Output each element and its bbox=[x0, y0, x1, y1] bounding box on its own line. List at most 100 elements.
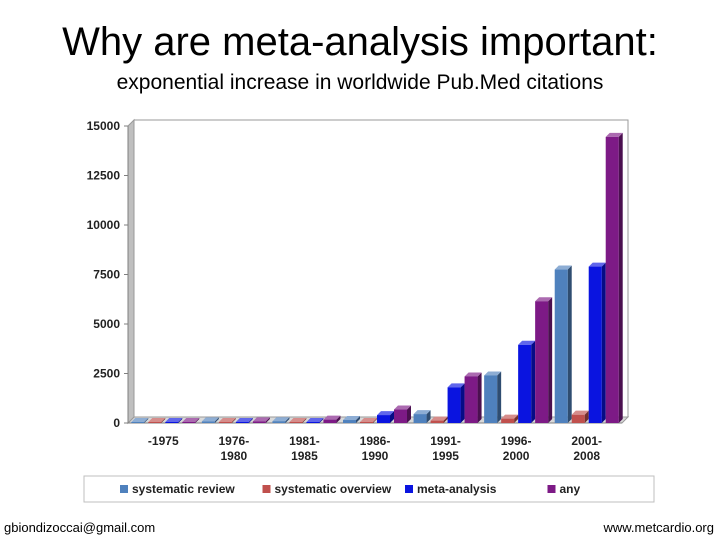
bar-side bbox=[336, 415, 341, 423]
bar-top bbox=[306, 418, 324, 422]
bar-side bbox=[195, 418, 200, 423]
bar-front bbox=[272, 421, 286, 423]
bar-side bbox=[407, 405, 411, 423]
bar-top bbox=[131, 418, 149, 422]
bar bbox=[484, 371, 502, 423]
y-tick-label: 12500 bbox=[87, 169, 121, 183]
bar-top bbox=[588, 262, 606, 267]
bar bbox=[464, 372, 482, 423]
bar-side bbox=[584, 410, 589, 423]
bar bbox=[252, 417, 270, 423]
bar-front bbox=[518, 344, 532, 423]
bar-side bbox=[265, 417, 270, 423]
legend-item: systematic review bbox=[120, 482, 235, 496]
bar-top bbox=[447, 383, 465, 388]
bar bbox=[182, 418, 200, 423]
bar-side bbox=[161, 418, 166, 423]
bar-side bbox=[548, 297, 553, 423]
bar-top bbox=[201, 417, 219, 422]
bar-top bbox=[218, 418, 236, 422]
bar-side bbox=[302, 418, 307, 423]
bar bbox=[394, 405, 411, 423]
plot-back-wall bbox=[133, 119, 629, 418]
x-tick-label: 1990 bbox=[362, 449, 389, 463]
footer-website: www.metcardio.org bbox=[603, 520, 714, 535]
legend-swatch bbox=[262, 485, 271, 493]
legend-label: systematic overview bbox=[275, 482, 392, 496]
legend-swatch bbox=[547, 485, 556, 493]
bar-top bbox=[501, 414, 519, 419]
bar-side bbox=[356, 416, 360, 423]
bar-side bbox=[144, 418, 149, 423]
legend-item: any bbox=[547, 482, 581, 496]
y-tick-label: 2500 bbox=[93, 367, 120, 381]
bar-front bbox=[218, 422, 232, 423]
bar-top bbox=[413, 410, 431, 415]
bar-top bbox=[518, 340, 536, 345]
bar bbox=[165, 418, 183, 423]
bar-side bbox=[477, 372, 482, 423]
bar-top bbox=[360, 418, 377, 422]
bar-side bbox=[601, 262, 606, 423]
bar-front bbox=[235, 422, 249, 423]
bar-front bbox=[464, 376, 478, 423]
bar-front bbox=[377, 415, 390, 423]
legend-label: systematic review bbox=[132, 482, 235, 496]
bar bbox=[306, 418, 324, 423]
bar-top bbox=[554, 265, 572, 270]
bar bbox=[218, 418, 236, 423]
x-tick-label: 1991- bbox=[430, 434, 461, 448]
slide-subtitle: exponential increase in worldwide Pub.Me… bbox=[116, 71, 604, 94]
bar-top bbox=[323, 415, 341, 420]
x-tick-label: -1975 bbox=[148, 434, 179, 448]
bar-top bbox=[272, 417, 290, 422]
legend-box bbox=[83, 475, 655, 503]
bar-front bbox=[289, 422, 303, 423]
legend-item: systematic overview bbox=[262, 482, 392, 496]
bar bbox=[447, 383, 465, 423]
bar-front bbox=[554, 269, 568, 423]
bar-front bbox=[413, 414, 427, 423]
bar-side bbox=[214, 417, 219, 423]
bar-front bbox=[148, 422, 162, 423]
y-tick-label: 7500 bbox=[93, 268, 120, 282]
legend-label: meta-analysis bbox=[417, 482, 497, 496]
bar-front bbox=[343, 420, 356, 423]
x-tick-label: 1981- bbox=[289, 434, 320, 448]
bar-top bbox=[148, 418, 166, 422]
bar bbox=[377, 411, 394, 423]
bar-top bbox=[535, 297, 553, 302]
slide-title: Why are meta-analysis important: bbox=[62, 20, 658, 64]
bar bbox=[501, 414, 519, 423]
y-tick-label: 15000 bbox=[87, 119, 121, 133]
y-tick-label: 0 bbox=[113, 416, 120, 430]
x-tick-label: 1985 bbox=[291, 449, 318, 463]
bar-side bbox=[514, 414, 519, 423]
bar-top bbox=[343, 416, 360, 421]
bar bbox=[518, 340, 536, 423]
bar-top bbox=[377, 411, 394, 416]
bar bbox=[413, 410, 431, 423]
x-tick-label: 1995 bbox=[432, 449, 459, 463]
bar bbox=[272, 417, 290, 423]
legend-swatch bbox=[120, 485, 128, 493]
bar-front bbox=[571, 414, 585, 423]
bar-front bbox=[605, 136, 619, 423]
bar-top bbox=[484, 371, 502, 376]
footer-email: gbiondizoccai@gmail.com bbox=[4, 520, 156, 535]
x-tick-label: 2008 bbox=[573, 449, 600, 463]
bar-front bbox=[430, 420, 444, 423]
bar-front bbox=[182, 422, 196, 423]
bar-side bbox=[178, 418, 183, 423]
bar-side bbox=[443, 416, 448, 423]
bar-side bbox=[373, 418, 377, 423]
bar-front bbox=[588, 266, 602, 423]
bar bbox=[323, 415, 341, 423]
bar bbox=[235, 418, 253, 423]
bar-front bbox=[484, 375, 498, 423]
bar-top bbox=[464, 372, 482, 377]
bar-top bbox=[605, 132, 623, 137]
bar-front bbox=[535, 301, 549, 423]
bar-front bbox=[360, 422, 373, 423]
